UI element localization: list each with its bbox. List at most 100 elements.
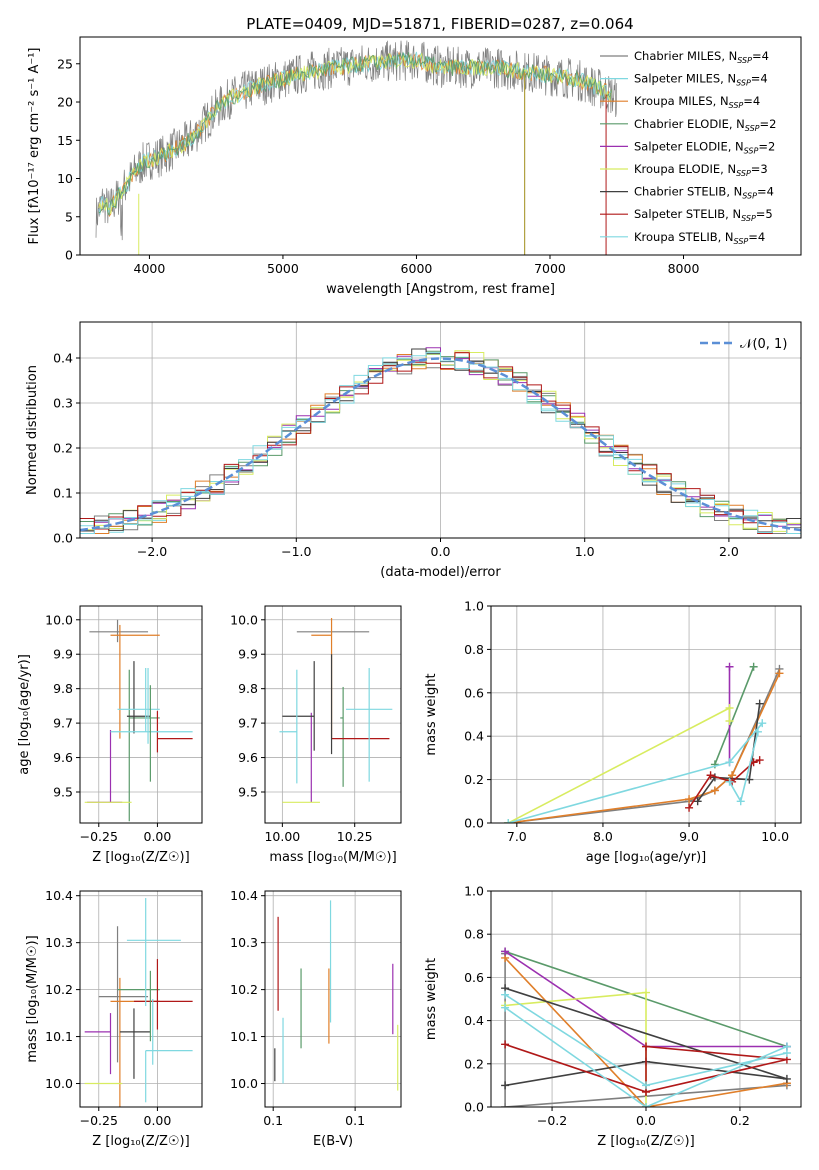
y-tick-label: 10.3 — [230, 935, 258, 950]
x-tick-label: 10.0 — [761, 829, 789, 844]
legend-label: Salpeter STELIB, NSSP=5 — [634, 207, 773, 223]
y-tick-label: 9.7 — [238, 716, 258, 731]
mass-weight-line — [504, 1006, 788, 1107]
y-tick-label: 10.0 — [230, 1076, 258, 1091]
legend-label: Kroupa ELODIE, NSSP=3 — [634, 162, 768, 178]
y-tick-label: 1.0 — [464, 884, 484, 899]
figure-title: PLATE=0409, MJD=51871, FIBERID=0287, z=0… — [246, 15, 633, 33]
panels: 4000 5000 6000 7000 8000 0 5 10 15 20 25 wavelength… — [17, 36, 802, 1149]
marker-plus — [755, 699, 764, 708]
plot-area — [279, 618, 393, 803]
x-tick-label: 4000 — [134, 261, 166, 276]
plot-area — [274, 900, 399, 1091]
histogram-step — [80, 352, 801, 534]
mass-weight-line — [507, 706, 731, 823]
axes-frame — [79, 321, 802, 539]
marker-plus — [685, 795, 694, 804]
marker-plus — [725, 758, 734, 767]
marker-plus — [755, 756, 764, 765]
spectrum-model-line — [98, 51, 612, 216]
legend-text: Chabrier STELIB, N — [634, 185, 742, 199]
panel-E(B-V)-vs-mass: 0.1 0.1 10.0 10.1 10.2 10.3 10.4 E(B-V) — [230, 888, 402, 1149]
marker-plus — [710, 760, 719, 769]
panel-Z-vs-age: −0.25 0.00 9.5 9.6 9.7 9.8 9.9 10.0 Z [log₁₀(Z/Z… — [17, 605, 203, 865]
legend-text: =5 — [756, 207, 773, 221]
x-tick-label: 0.00 — [144, 829, 172, 844]
x-axis-label: (data-model)/error — [380, 565, 501, 580]
marker-plus — [710, 786, 719, 795]
legend-text: =4 — [748, 230, 765, 244]
y-tick-label: 9.7 — [53, 716, 73, 731]
panel-age-vs-mass-weight: 7.0 8.0 9.0 10.0 0.0 0.2 0.4 0.6 0.8 1.0 age [log₁… — [424, 599, 802, 865]
y-tick-label: 0.1 — [53, 486, 73, 501]
marker-plus — [685, 803, 694, 812]
marker-plus — [706, 771, 715, 780]
legend-subscript: SSP — [734, 237, 749, 246]
marker-plus — [749, 662, 758, 671]
legend-text: =4 — [751, 72, 768, 86]
y-tick-label: 0.6 — [464, 685, 484, 700]
y-tick-label: 10.0 — [230, 612, 258, 627]
legend-label: Salpeter MILES, NSSP=4 — [634, 72, 768, 88]
marker-plus — [501, 1081, 510, 1090]
y-tick-label: 0.0 — [464, 1100, 484, 1115]
y-tick-label: 0.4 — [464, 729, 484, 744]
y-tick-label: 10.1 — [230, 1029, 258, 1044]
x-tick-label: 0.00 — [144, 1113, 172, 1128]
mass-weight-line — [714, 666, 755, 765]
legend-text: Chabrier MILES, N — [634, 49, 737, 63]
plot-area — [84, 619, 193, 822]
legend-text: =2 — [760, 117, 777, 131]
marker-plus — [725, 662, 734, 671]
y-tick-label: 9.6 — [53, 750, 73, 765]
x-axis-label: Z [log₁₀(Z/Z☉)] — [92, 850, 189, 865]
y-axis-label: mass weight — [424, 673, 439, 755]
legend-subscript: SSP — [736, 79, 751, 88]
marker-plus — [501, 1040, 510, 1049]
legend-subscript: SSP — [737, 56, 752, 65]
mass-weight-line — [508, 668, 781, 823]
panel-Z-vs-mass: −0.25 0.00 10.0 10.1 10.2 10.3 10.4 Z [log₁₀(Z/… — [25, 888, 203, 1149]
x-tick-label: 0.1 — [345, 1113, 365, 1128]
x-tick-label: −0.2 — [537, 1113, 567, 1128]
marker-plus — [693, 797, 702, 806]
legend-subscript: SSP — [742, 192, 757, 201]
mass-weight-line — [504, 957, 788, 1107]
legend-text: =4 — [757, 185, 774, 199]
y-tick-label: 10.0 — [45, 612, 73, 627]
x-axis-label: wavelength [Angstrom, rest frame] — [326, 282, 555, 297]
legend: 𝒩(0, 1) — [700, 337, 787, 352]
x-tick-label: 1.0 — [575, 544, 595, 559]
x-tick-label: −2.0 — [137, 544, 167, 559]
y-tick-label: 0.2 — [464, 772, 484, 787]
y-tick-label: 1.0 — [464, 599, 484, 614]
y-tick-label: 10.2 — [230, 982, 258, 997]
plot-area — [80, 347, 801, 534]
axes-frame — [79, 890, 203, 1108]
legend-label: Chabrier MILES, NSSP=4 — [634, 49, 769, 65]
mass-weight-line — [505, 991, 647, 1107]
y-tick-label: 9.5 — [238, 785, 258, 800]
x-axis-label: E(B-V) — [313, 1134, 353, 1149]
axes-frame — [79, 605, 203, 824]
legend-subscript: SSP — [741, 214, 756, 223]
marker-plus — [501, 947, 510, 956]
x-tick-label: 8.0 — [593, 829, 613, 844]
marker-plus — [642, 988, 650, 997]
x-axis-label: age [log₁₀(age/yr)] — [586, 850, 707, 865]
legend-label: Kroupa MILES, NSSP=4 — [634, 94, 760, 110]
y-tick-label: 5 — [65, 209, 73, 224]
legend-subscript: SSP — [745, 124, 760, 133]
legend-text: Kroupa ELODIE, N — [634, 162, 736, 176]
spectrum-model-line — [98, 52, 612, 215]
y-tick-label: 0.6 — [464, 970, 484, 985]
y-axis-label: mass weight — [424, 958, 439, 1040]
y-tick-label: 10.1 — [45, 1029, 73, 1044]
legend-label: Salpeter ELODIE, NSSP=2 — [634, 139, 775, 155]
plot-area — [504, 662, 784, 823]
panel-mass-vs-age: 10.00 10.25 9.5 9.6 9.7 9.8 9.9 10.0 mass [log₁₀… — [230, 605, 402, 865]
x-tick-label: 9.0 — [679, 829, 699, 844]
spectrum-model-line — [98, 51, 612, 215]
x-tick-label: 5000 — [267, 261, 299, 276]
